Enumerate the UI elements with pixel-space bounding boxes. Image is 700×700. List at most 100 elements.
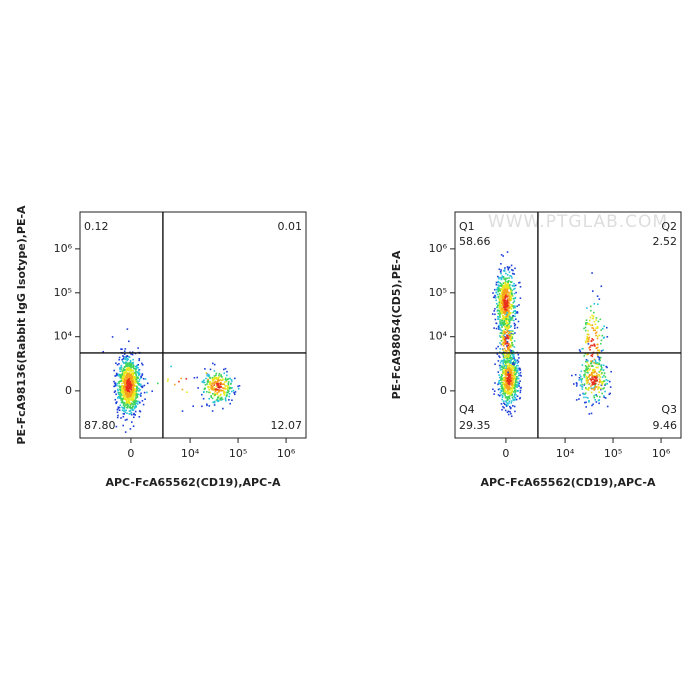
event-dot [122, 388, 124, 391]
event-dot [135, 367, 138, 369]
event-dot [503, 353, 505, 356]
event-dot [592, 329, 595, 332]
event-dot [124, 404, 127, 406]
event-dot [502, 343, 504, 346]
event-dot [505, 337, 507, 339]
event-dot [595, 401, 598, 403]
event-dot [506, 317, 508, 320]
event-dot [610, 370, 612, 373]
event-dot [217, 383, 220, 386]
event-dot [124, 389, 126, 392]
event-dot [504, 308, 506, 311]
event-dot [511, 295, 514, 297]
event-dot [503, 305, 505, 308]
event-dot [512, 398, 514, 400]
event-dot [515, 361, 517, 363]
event-dot [584, 365, 587, 367]
event-dot [595, 317, 598, 319]
event-dot [599, 379, 601, 382]
event-dot [206, 383, 208, 385]
event-dot [512, 301, 515, 304]
event-dot [204, 384, 207, 386]
event-dot [503, 372, 506, 374]
event-dot [507, 322, 509, 325]
event-dot [503, 270, 506, 272]
event-dot [123, 371, 125, 374]
event-dot [598, 378, 601, 381]
event-dot [506, 298, 509, 301]
event-dot [576, 383, 578, 385]
event-dot [140, 385, 143, 388]
event-dot [514, 377, 516, 380]
event-dot [122, 355, 124, 357]
event-dot [589, 368, 591, 370]
event-dot [228, 395, 230, 398]
event-dot [211, 410, 214, 412]
event-dot [500, 378, 503, 381]
event-dot [507, 364, 509, 367]
event-dot [508, 379, 510, 382]
event-dot [125, 409, 127, 412]
event-dot [126, 401, 128, 404]
event-dot [123, 396, 125, 398]
event-dot [497, 318, 499, 320]
event-dot [598, 359, 601, 362]
event-dot [601, 334, 604, 337]
event-dot [116, 384, 118, 387]
event-dot [509, 275, 511, 277]
event-dot [170, 365, 172, 368]
event-dot [130, 377, 133, 380]
event-dot [588, 319, 591, 322]
event-dot [519, 369, 522, 371]
event-dot [519, 389, 522, 392]
event-dot [587, 333, 589, 336]
event-dot [597, 366, 599, 369]
x-tick-label: 10⁶ [652, 447, 671, 460]
event-dot [503, 292, 506, 295]
event-dot [215, 372, 218, 375]
event-dot [131, 386, 133, 389]
event-dot [510, 370, 513, 372]
event-dot [120, 399, 122, 401]
x-tick-label: 10⁵ [604, 447, 622, 460]
event-dot [512, 360, 515, 363]
event-dot [503, 407, 505, 409]
event-dot [133, 392, 135, 395]
event-dot [501, 396, 504, 398]
event-dot [505, 323, 508, 325]
event-dot [508, 280, 510, 282]
event-dot [507, 365, 510, 368]
event-dot [140, 376, 143, 378]
event-dot [133, 401, 135, 404]
event-dot [512, 305, 514, 307]
event-dot [215, 374, 217, 376]
event-dot [220, 399, 223, 401]
event-dot [510, 359, 512, 361]
event-dot [580, 370, 583, 373]
event-dot [509, 349, 511, 351]
event-dot [508, 314, 510, 317]
event-dot [141, 362, 143, 365]
event-dot [604, 383, 607, 385]
event-dot [214, 390, 216, 392]
event-dot [127, 404, 129, 406]
quadrant-value: 2.52 [653, 235, 678, 248]
event-dot [209, 382, 211, 384]
event-dot [510, 392, 513, 394]
event-dot [127, 376, 130, 378]
plot-frame [79, 211, 307, 439]
event-dot [508, 277, 510, 279]
event-dot [588, 387, 590, 389]
event-dot [128, 368, 130, 370]
event-dot [216, 393, 219, 395]
event-dot [116, 408, 119, 411]
event-dot [226, 374, 228, 377]
event-dot [513, 395, 515, 397]
event-dot [134, 401, 137, 403]
event-dot [588, 323, 590, 325]
event-dot [511, 374, 514, 377]
event-dot [133, 380, 135, 383]
event-dot [500, 288, 502, 290]
event-dot [143, 384, 146, 387]
event-dot [115, 362, 117, 364]
